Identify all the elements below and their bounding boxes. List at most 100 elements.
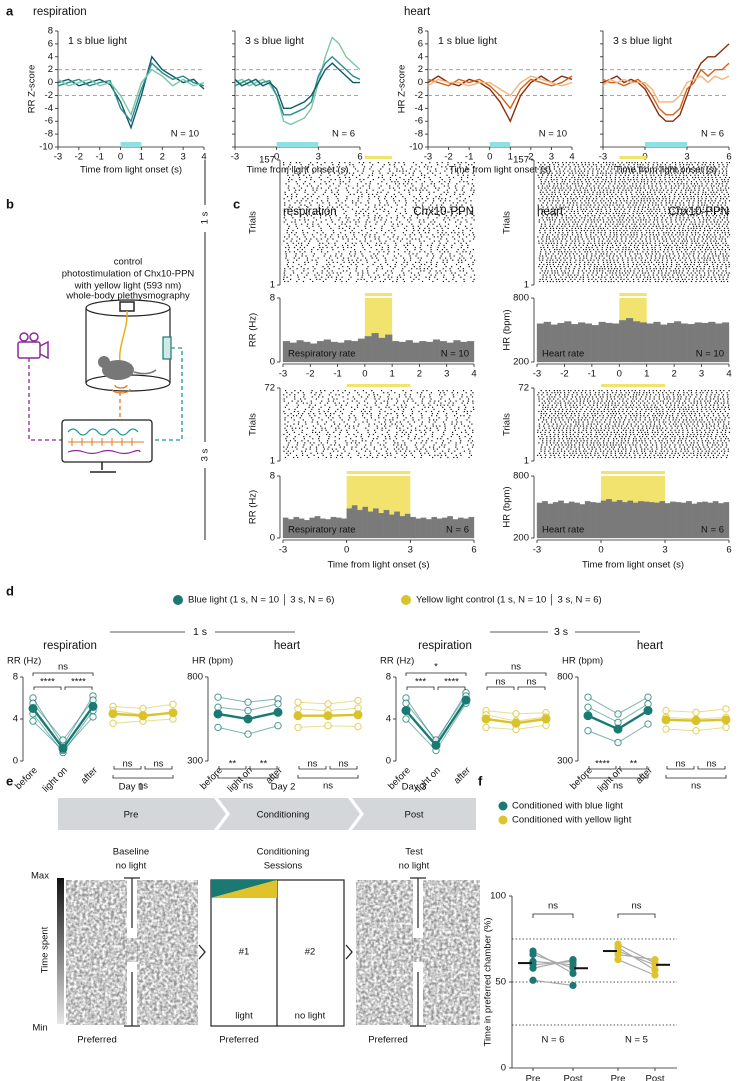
raster-tick [349, 193, 351, 195]
raster-tick [717, 219, 719, 221]
raster-tick [408, 189, 410, 191]
raster-tick [609, 208, 611, 210]
monitor-stand [90, 462, 116, 473]
raster-tick [657, 272, 660, 274]
raster-tick [601, 202, 603, 204]
raster-tick [340, 232, 342, 234]
raster-tick [603, 193, 605, 195]
raster-tick [440, 225, 442, 227]
raster-tick [420, 191, 422, 193]
raster-tick [467, 263, 470, 266]
raster-tick [684, 259, 686, 261]
raster-tick [708, 253, 710, 255]
raster-tick [698, 263, 700, 266]
raster-tick [681, 200, 683, 202]
raster-tick [381, 268, 383, 270]
x-tick-label: 1 [508, 152, 513, 163]
raster-tick [353, 255, 356, 257]
raster-tick [383, 392, 385, 394]
raster-tick [630, 187, 632, 189]
raster-tick [726, 217, 728, 219]
raster-tick [446, 174, 448, 176]
raster-tick [396, 168, 398, 170]
raster-tick [449, 196, 451, 198]
arena-title: Conditioning [257, 847, 310, 858]
raster-tick [693, 257, 695, 259]
raster-tick [286, 232, 288, 234]
raster-tick [687, 198, 689, 200]
raster-tick [415, 202, 417, 204]
raster-tick [628, 164, 630, 166]
raster-tick [312, 189, 314, 191]
raster-tick [563, 257, 565, 259]
raster-tick [542, 174, 544, 176]
chamber-condition: no light [295, 1011, 326, 1022]
raster-tick [630, 179, 632, 181]
raster-tick [707, 210, 709, 212]
raster-tick [350, 251, 352, 253]
raster-tick [437, 236, 439, 238]
raster-tick [645, 244, 647, 246]
raster-tick [347, 240, 349, 242]
raster-tick [328, 225, 331, 227]
raster-tick [388, 229, 390, 232]
raster-tick [584, 217, 586, 219]
raster-tick [700, 210, 702, 212]
raster-tick [390, 270, 392, 272]
raster-tick [599, 189, 601, 191]
raster-tick [683, 202, 685, 204]
raster-tick [558, 191, 560, 193]
raster-tick [668, 255, 671, 257]
raster-tick [320, 392, 322, 394]
raster-tick [397, 181, 399, 183]
raster-tick [562, 274, 564, 276]
raster-tick [420, 257, 422, 259]
raster-tick [376, 193, 378, 195]
raster-tick [417, 404, 419, 406]
raster-tick [708, 268, 710, 270]
raster-tick [398, 187, 400, 189]
raster-tick [625, 189, 627, 191]
raster-tick [349, 417, 351, 419]
raster-tick [624, 208, 626, 210]
raster-tick [705, 191, 707, 193]
raster-tick [600, 172, 602, 174]
raster-tick [682, 172, 684, 174]
raster-tick [328, 187, 330, 189]
raster-tick [666, 255, 668, 257]
raster-tick [328, 268, 330, 270]
raster-tick [442, 268, 444, 270]
raster-tick [579, 278, 581, 280]
raster-tick [601, 240, 603, 242]
raster-tick [552, 263, 554, 266]
axis-label: Trials [248, 211, 259, 234]
raster-tick [710, 185, 712, 187]
raster-tick [327, 212, 330, 215]
raster-tick [548, 236, 550, 238]
raster-tick [627, 212, 629, 215]
raster-tick [473, 234, 475, 236]
raster-tick [643, 215, 645, 217]
step-banner [218, 798, 360, 830]
raster-tick [622, 189, 624, 191]
raster-tick [725, 272, 728, 274]
raster-tick [664, 196, 666, 198]
raster-tick [292, 242, 294, 244]
raster-tick [683, 225, 685, 227]
raster-tick [687, 172, 689, 174]
raster-tick [429, 419, 431, 421]
histogram-bar [598, 321, 606, 363]
raster-tick [326, 402, 329, 404]
raster-tick [435, 263, 437, 266]
raster-tick [321, 168, 323, 170]
raster-tick [452, 402, 454, 404]
raster-tick [615, 212, 618, 215]
raster-tick [447, 227, 449, 229]
raster-tick [366, 232, 368, 234]
raster-tick [550, 268, 553, 270]
raster-tick [613, 253, 615, 255]
raster-tick [561, 166, 563, 168]
raster-tick [326, 263, 328, 266]
raster-tick [669, 200, 671, 202]
raster-tick [675, 221, 677, 223]
